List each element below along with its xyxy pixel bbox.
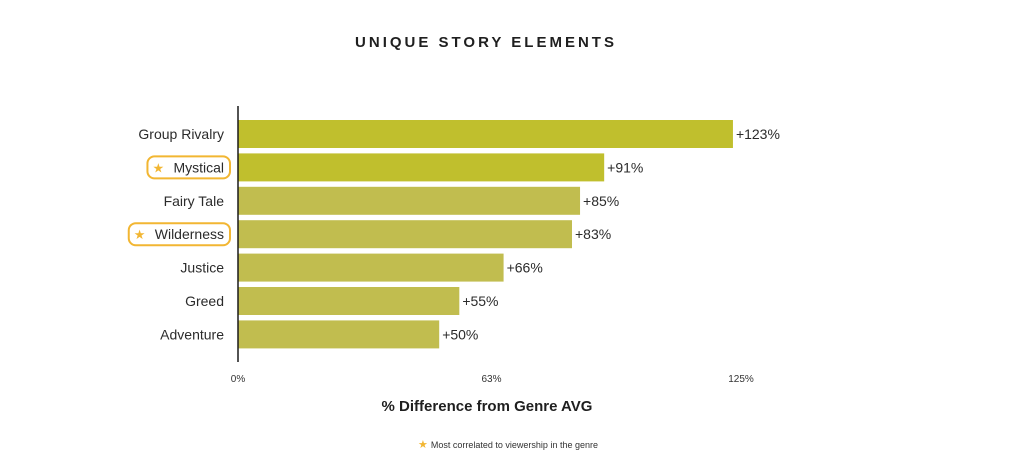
data-label-2: +85% <box>583 193 619 209</box>
highlight-box-1 <box>146 155 231 180</box>
highlight-box-3 <box>127 222 231 247</box>
category-label-3: Wilderness <box>155 226 224 242</box>
star-icon: ★ <box>134 227 146 242</box>
star-icon: ★ <box>418 439 428 451</box>
category-label-1: Mystical <box>173 159 224 175</box>
bar-4 <box>238 253 504 282</box>
data-label-4: +66% <box>507 260 543 276</box>
data-label-0: +123% <box>736 126 780 142</box>
x-tick-label-1: 63% <box>482 374 502 385</box>
bar-3 <box>238 220 572 249</box>
footnote-text: Most correlated to viewership in the gen… <box>430 440 598 450</box>
chart-title: UNIQUE STORY ELEMENTS <box>355 34 617 51</box>
category-label-0: Group Rivalry <box>138 126 224 142</box>
category-label-4: Justice <box>180 260 224 276</box>
data-label-3: +83% <box>575 226 611 242</box>
x-tick-label-2: 125% <box>728 374 754 385</box>
category-label-2: Fairy Tale <box>164 193 225 209</box>
star-icon: ★ <box>152 160 164 175</box>
data-label-5: +55% <box>462 293 498 309</box>
data-label-1: +91% <box>607 159 643 175</box>
bar-0 <box>238 120 733 148</box>
bar-5 <box>238 287 460 315</box>
category-label-5: Greed <box>185 293 224 309</box>
bar-1 <box>238 153 605 182</box>
bar-6 <box>238 320 440 349</box>
footnote: ★ Most correlated to viewership in the ge… <box>0 438 1016 451</box>
x-tick-label-0: 0% <box>231 374 246 385</box>
category-label-6: Adventure <box>160 326 224 342</box>
data-label-6: +50% <box>442 326 478 342</box>
x-axis-label: % Difference from Genre AVG <box>381 398 593 415</box>
bar-2 <box>238 186 581 215</box>
